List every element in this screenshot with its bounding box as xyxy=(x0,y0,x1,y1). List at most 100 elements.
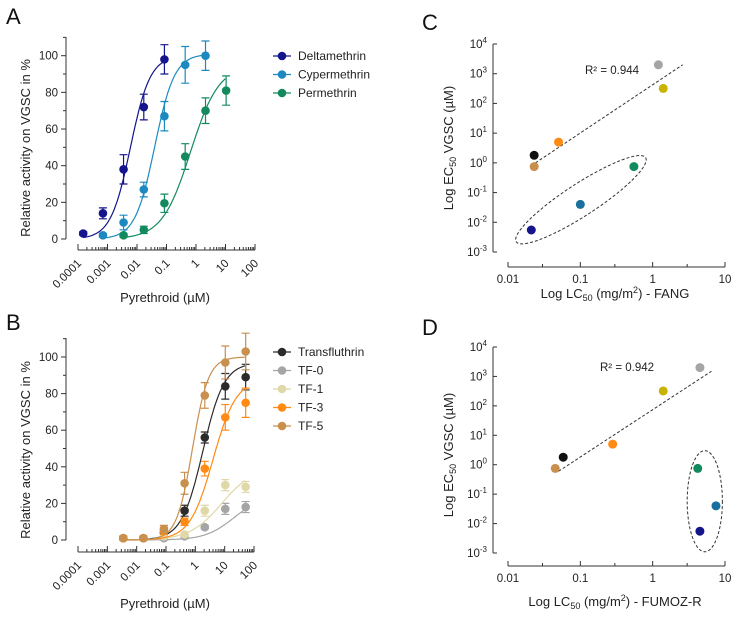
y-tick-base: 10 xyxy=(470,342,483,354)
data-point xyxy=(180,478,189,488)
legend-label: Permethrin xyxy=(298,86,357,100)
y-tick-base: 10 xyxy=(467,188,480,200)
series-transfluthrin xyxy=(118,363,250,543)
y-tick-base: 10 xyxy=(470,39,483,51)
x-tick-label: 10 xyxy=(213,560,231,578)
y-tick-base: 10 xyxy=(470,158,483,170)
y-tick-base: 10 xyxy=(470,460,483,472)
x-label-post: ) - FANG xyxy=(638,286,689,301)
y-tick-exponent: 2 xyxy=(483,398,488,407)
x-tick-label: 10 xyxy=(719,573,732,585)
data-point xyxy=(98,231,108,240)
y-tick-label: 20 xyxy=(45,197,58,209)
legend-label: Deltamethrin xyxy=(298,49,366,63)
x-tick-label: 0.1 xyxy=(572,573,588,585)
data-point xyxy=(241,482,250,492)
series-tf-5 xyxy=(118,332,250,543)
x-tick-label: 100 xyxy=(239,258,261,280)
y-axis-label: Relative activity on VGSC in % xyxy=(18,59,33,237)
y-axis-label: Log EC50 VGSC (µM) xyxy=(441,86,458,210)
y-tick-label: 104 xyxy=(470,36,488,51)
data-point xyxy=(695,526,705,536)
legend-marker xyxy=(277,88,287,98)
data-point xyxy=(139,185,149,194)
y-label-post: VGSC (µM) xyxy=(441,86,456,157)
data-point xyxy=(160,55,169,64)
y-tick-exponent: -1 xyxy=(480,185,488,194)
y-tick-exponent: 4 xyxy=(483,36,488,45)
data-point xyxy=(658,83,668,93)
r-squared-annotation: R² = 0.942 xyxy=(600,362,654,374)
data-point xyxy=(241,398,250,408)
data-point xyxy=(558,452,568,462)
data-point xyxy=(220,504,230,514)
y-tick-label: 100 xyxy=(39,51,58,63)
data-point xyxy=(529,150,539,160)
r-squared-annotation: R² = 0.944 xyxy=(585,65,640,77)
y-label-pre: Log EC xyxy=(441,474,456,517)
data-point xyxy=(220,480,230,490)
legend-label: TF-3 xyxy=(298,401,324,415)
data-point xyxy=(241,502,250,512)
x-label-sub: 50 xyxy=(583,293,593,303)
data-point xyxy=(608,439,618,449)
y-tick-label: 10-1 xyxy=(467,185,487,200)
x-label-pre: Log LC xyxy=(528,594,570,609)
x-label-sub: 50 xyxy=(570,601,580,611)
x-axis-label: Pyrethroid (µM) xyxy=(120,596,210,611)
y-tick-label: 102 xyxy=(470,95,488,110)
y-tick-base: 10 xyxy=(467,548,480,560)
legend-marker xyxy=(277,421,287,431)
data-point xyxy=(695,363,705,373)
y-label-post: VGSC (µM) xyxy=(441,393,456,464)
panel-letter-c: C xyxy=(422,10,438,35)
y-tick-label: 10-3 xyxy=(467,545,487,560)
series-permethrin xyxy=(119,75,231,240)
data-point xyxy=(200,506,210,516)
y-tick-label: 60 xyxy=(45,425,58,437)
data-point xyxy=(180,506,189,516)
data-point xyxy=(160,198,169,208)
data-point xyxy=(554,137,564,147)
cluster-ellipse xyxy=(686,450,723,553)
series-tf-3 xyxy=(118,387,250,543)
legend-label: TF-1 xyxy=(298,382,324,396)
fit-curve xyxy=(83,60,165,239)
x-tick-label: 0.001 xyxy=(85,560,114,589)
y-tick-label: 40 xyxy=(45,161,58,173)
regression-line xyxy=(558,370,712,472)
x-label-mid: (mg/m xyxy=(593,286,633,301)
y-tick-exponent: 3 xyxy=(483,368,488,377)
data-point xyxy=(220,358,230,367)
regression-line xyxy=(535,64,683,164)
y-tick-label: 80 xyxy=(45,87,58,99)
data-point xyxy=(200,522,210,532)
panel-letter-d: D xyxy=(422,315,438,340)
data-point xyxy=(180,60,190,70)
data-point xyxy=(119,165,128,174)
cluster-ellipse xyxy=(515,155,647,245)
data-point xyxy=(119,218,128,227)
y-tick-label: 101 xyxy=(470,125,488,140)
y-tick-label: 10-1 xyxy=(467,486,487,501)
legend-marker xyxy=(277,384,287,394)
y-tick-label: 100 xyxy=(39,352,58,364)
x-tick-label: 0.001 xyxy=(85,258,114,287)
y-tick-base: 10 xyxy=(470,430,483,442)
fit-curve xyxy=(123,388,246,541)
y-tick-label: 20 xyxy=(45,498,58,510)
y-tick-base: 10 xyxy=(467,217,480,229)
data-point xyxy=(200,464,210,473)
x-tick-label: 1 xyxy=(188,560,201,573)
legend-marker xyxy=(277,70,287,79)
y-tick-exponent: -3 xyxy=(480,244,488,253)
legend-marker xyxy=(277,347,287,357)
fit-curve xyxy=(123,78,226,238)
x-axis-label: Log LC50 (mg/m2) - FUMOZ-R xyxy=(528,593,701,611)
x-axis-label: Pyrethroid (µM) xyxy=(120,290,210,305)
legend-marker xyxy=(277,51,287,61)
y-axis-label: Log EC50 VGSC (µM) xyxy=(441,393,458,517)
y-tick-label: 80 xyxy=(45,389,58,401)
data-point xyxy=(550,463,560,473)
